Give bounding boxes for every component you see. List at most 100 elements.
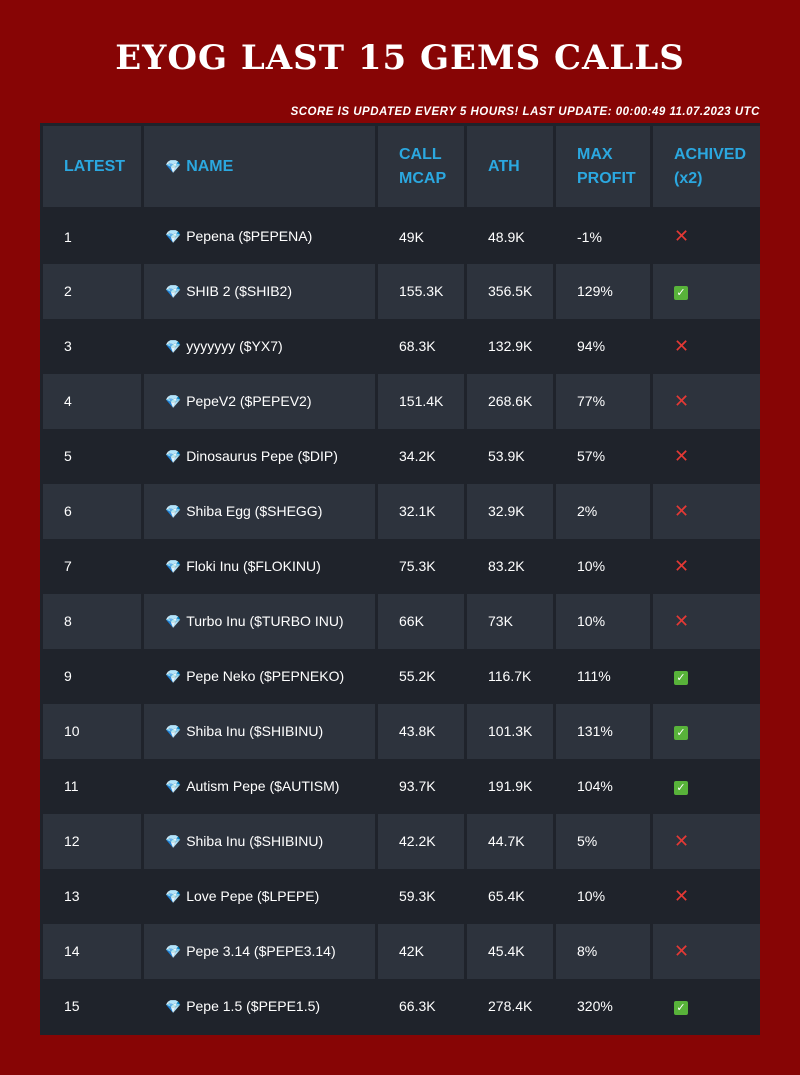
table-row: 11 💎 Autism Pepe ($AUTISM) 93.7K 191.9K 104% ✓ bbox=[40, 758, 760, 814]
cell-ath: 32.9K bbox=[464, 483, 556, 539]
cell-max-profit: 129% bbox=[553, 263, 653, 319]
gem-icon: 💎 bbox=[165, 283, 182, 299]
table-row: 5 💎 Dinosaurus Pepe ($DIP) 34.2K 53.9K 57% ✕ bbox=[40, 428, 760, 484]
cell-call-mcap: 55.2K bbox=[375, 648, 467, 704]
cell-achieved: ✕ bbox=[650, 483, 760, 539]
cell-max-profit: 77% bbox=[553, 373, 653, 429]
cell-name: 💎 Shiba Inu ($SHIBINU) bbox=[141, 703, 378, 759]
cross-mark-icon: ✕ bbox=[674, 335, 690, 356]
gem-icon: 💎 bbox=[165, 998, 182, 1014]
cell-call-mcap: 42.2K bbox=[375, 813, 467, 869]
cross-mark-icon: ✕ bbox=[674, 390, 690, 411]
cell-latest: 15 bbox=[40, 978, 144, 1034]
cell-achieved: ✕ bbox=[650, 428, 760, 484]
cell-max-profit: 111% bbox=[553, 648, 653, 704]
cross-mark-icon: ✕ bbox=[674, 500, 690, 521]
cell-ath: 191.9K bbox=[464, 758, 556, 814]
gem-name: Dinosaurus Pepe ($DIP) bbox=[186, 447, 338, 464]
cell-call-mcap: 68.3K bbox=[375, 318, 467, 374]
cell-max-profit: 5% bbox=[553, 813, 653, 869]
cell-ath: 268.6K bbox=[464, 373, 556, 429]
header-name: 💎 NAME bbox=[141, 123, 378, 210]
cell-call-mcap: 66K bbox=[375, 593, 467, 649]
table-row: 14 💎 Pepe 3.14 ($PEPE3.14) 42K 45.4K 8% ✕ bbox=[40, 923, 760, 979]
cell-name: 💎 Pepe 3.14 ($PEPE3.14) bbox=[141, 923, 378, 979]
cell-max-profit: 94% bbox=[553, 318, 653, 374]
cell-call-mcap: 59.3K bbox=[375, 868, 467, 924]
cell-call-mcap: 66.3K bbox=[375, 978, 467, 1034]
gem-name: Floki Inu ($FLOKINU) bbox=[186, 557, 321, 574]
gem-icon: 💎 bbox=[165, 778, 182, 794]
cell-call-mcap: 43.8K bbox=[375, 703, 467, 759]
gems-table-container: LATEST 💎 NAME CALL MCAP ATH MAX PROFIT AC… bbox=[40, 123, 760, 1035]
cell-latest: 10 bbox=[40, 703, 144, 759]
cell-latest: 3 bbox=[40, 318, 144, 374]
cell-ath: 132.9K bbox=[464, 318, 556, 374]
cell-max-profit: 10% bbox=[553, 538, 653, 594]
cell-name: 💎 Love Pepe ($LPEPE) bbox=[141, 868, 378, 924]
gem-icon: 💎 bbox=[165, 723, 182, 739]
gems-table: LATEST 💎 NAME CALL MCAP ATH MAX PROFIT AC… bbox=[40, 123, 760, 1034]
page-title: EYOG LAST 15 GEMS CALLS bbox=[115, 38, 685, 78]
cell-latest: 2 bbox=[40, 263, 144, 319]
gem-icon: 💎 bbox=[165, 943, 182, 959]
table-row: 15 💎 Pepe 1.5 ($PEPE1.5) 66.3K 278.4K 320% ✓ bbox=[40, 978, 760, 1034]
cell-achieved: ✕ bbox=[650, 373, 760, 429]
cell-name: 💎 Turbo Inu ($TURBO INU) bbox=[141, 593, 378, 649]
cell-max-profit: 2% bbox=[553, 483, 653, 539]
table-row: 10 💎 Shiba Inu ($SHIBINU) 43.8K 101.3K 131% ✓ bbox=[40, 703, 760, 759]
check-mark-icon: ✓ bbox=[674, 780, 688, 795]
cell-latest: 1 bbox=[40, 208, 144, 264]
cell-ath: 65.4K bbox=[464, 868, 556, 924]
cell-name: 💎 Pepe 1.5 ($PEPE1.5) bbox=[141, 978, 378, 1034]
cell-name: 💎 SHIB 2 ($SHIB2) bbox=[141, 263, 378, 319]
header-ath: ATH bbox=[464, 123, 556, 210]
cell-achieved: ✓ bbox=[650, 703, 760, 759]
cross-mark-icon: ✕ bbox=[674, 445, 690, 466]
cell-ath: 44.7K bbox=[464, 813, 556, 869]
cell-achieved: ✕ bbox=[650, 593, 760, 649]
cell-max-profit: -1% bbox=[553, 208, 653, 264]
cell-name: 💎 PepeV2 ($PEPEV2) bbox=[141, 373, 378, 429]
gem-name: Autism Pepe ($AUTISM) bbox=[186, 777, 340, 794]
cell-ath: 356.5K bbox=[464, 263, 556, 319]
cell-max-profit: 320% bbox=[553, 978, 653, 1034]
gem-icon: 💎 bbox=[165, 229, 182, 245]
cell-name: 💎 yyyyyyy ($YX7) bbox=[141, 318, 378, 374]
gem-icon: 💎 bbox=[165, 503, 182, 519]
cell-ath: 278.4K bbox=[464, 978, 556, 1034]
cell-max-profit: 57% bbox=[553, 428, 653, 484]
gem-name: yyyyyyy ($YX7) bbox=[186, 337, 283, 354]
cell-achieved: ✕ bbox=[650, 208, 760, 264]
cell-call-mcap: 34.2K bbox=[375, 428, 467, 484]
cell-max-profit: 131% bbox=[553, 703, 653, 759]
cell-achieved: ✕ bbox=[650, 923, 760, 979]
header-max-profit: MAX PROFIT bbox=[553, 123, 653, 210]
cell-name: 💎 Floki Inu ($FLOKINU) bbox=[141, 538, 378, 594]
header-achived: ACHIVED (x2) bbox=[650, 123, 760, 210]
cell-achieved: ✓ bbox=[650, 648, 760, 704]
cross-mark-icon: ✕ bbox=[674, 885, 690, 906]
header-name-label: NAME bbox=[186, 157, 234, 175]
cell-latest: 7 bbox=[40, 538, 144, 594]
cell-call-mcap: 75.3K bbox=[375, 538, 467, 594]
cross-mark-icon: ✕ bbox=[674, 555, 690, 576]
cross-mark-icon: ✕ bbox=[674, 940, 690, 961]
gem-icon: 💎 bbox=[165, 888, 182, 904]
cell-latest: 6 bbox=[40, 483, 144, 539]
gem-name: Love Pepe ($LPEPE) bbox=[186, 887, 320, 904]
cross-mark-icon: ✕ bbox=[674, 226, 690, 247]
gem-name: Shiba Inu ($SHIBINU) bbox=[186, 832, 324, 849]
check-mark-icon: ✓ bbox=[674, 725, 688, 740]
cell-call-mcap: 49K bbox=[375, 208, 467, 264]
table-row: 2 💎 SHIB 2 ($SHIB2) 155.3K 356.5K 129% ✓ bbox=[40, 263, 760, 319]
cross-mark-icon: ✕ bbox=[674, 830, 690, 851]
table-row: 4 💎 PepeV2 ($PEPEV2) 151.4K 268.6K 77% ✕ bbox=[40, 373, 760, 429]
check-mark-icon: ✓ bbox=[674, 670, 688, 685]
cell-ath: 73K bbox=[464, 593, 556, 649]
gem-icon: 💎 bbox=[165, 613, 182, 629]
gem-icon: 💎 bbox=[165, 158, 182, 174]
gem-name: Pepe 3.14 ($PEPE3.14) bbox=[186, 942, 336, 959]
cell-latest: 12 bbox=[40, 813, 144, 869]
cell-call-mcap: 42K bbox=[375, 923, 467, 979]
